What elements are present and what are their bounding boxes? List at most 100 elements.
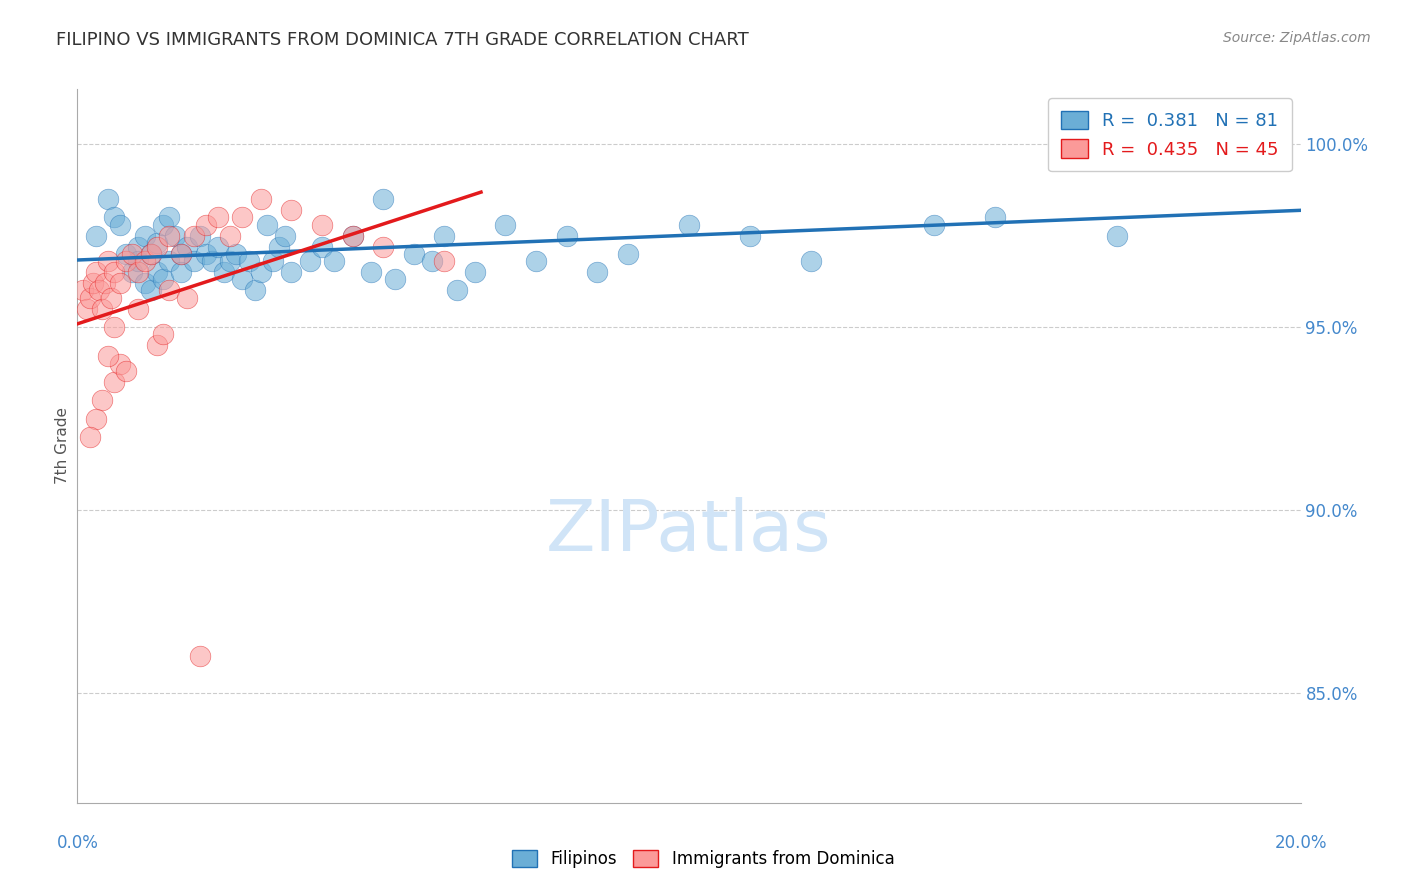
Point [225, 247, 247, 261]
Point [176, 239, 198, 253]
Point [90, 393, 112, 408]
Text: ZIPatlas: ZIPatlas [546, 497, 832, 566]
Point [201, 254, 224, 268]
Point [371, 239, 394, 253]
Point [280, 202, 302, 217]
Point [250, 192, 273, 206]
Y-axis label: 7th Grade: 7th Grade [55, 408, 70, 484]
Point [231, 211, 253, 225]
Point [371, 192, 394, 206]
Point [146, 235, 169, 250]
Point [194, 247, 217, 261]
Point [97, 192, 120, 206]
Point [524, 254, 547, 268]
Point [128, 254, 150, 268]
Point [139, 284, 162, 298]
Point [188, 649, 211, 664]
Point [207, 239, 229, 253]
Legend: Filipinos, Immigrants from Dominica: Filipinos, Immigrants from Dominica [505, 843, 901, 875]
Point [238, 254, 260, 268]
Point [262, 254, 284, 268]
Text: 0.0%: 0.0% [56, 834, 98, 852]
Point [134, 228, 156, 243]
Point [170, 247, 193, 261]
Point [207, 211, 229, 225]
Point [87, 284, 110, 298]
Point [464, 265, 486, 279]
Point [115, 254, 138, 268]
Point [128, 265, 150, 279]
Point [103, 320, 125, 334]
Point [231, 272, 253, 286]
Point [103, 265, 125, 279]
Point [139, 247, 162, 261]
Point [170, 265, 193, 279]
Point [274, 228, 297, 243]
Point [250, 265, 273, 279]
Point [79, 430, 101, 444]
Point [170, 247, 193, 261]
Point [128, 239, 150, 253]
Point [617, 247, 640, 261]
Point [183, 228, 205, 243]
Point [146, 239, 169, 253]
Point [100, 291, 122, 305]
Point [157, 254, 180, 268]
Point [678, 218, 700, 232]
Point [152, 327, 174, 342]
Point [84, 411, 107, 425]
Point [157, 228, 180, 243]
Point [84, 228, 107, 243]
Point [219, 228, 242, 243]
Point [115, 247, 138, 261]
Point [84, 265, 107, 279]
Point [97, 254, 120, 268]
Text: 20.0%: 20.0% [1274, 834, 1327, 852]
Point [342, 228, 364, 243]
Point [420, 254, 443, 268]
Point [342, 228, 364, 243]
Point [922, 218, 945, 232]
Point [76, 301, 98, 316]
Point [311, 239, 333, 253]
Point [134, 254, 156, 268]
Point [243, 284, 266, 298]
Point [360, 265, 382, 279]
Point [103, 375, 125, 389]
Point [134, 276, 156, 290]
Point [108, 357, 131, 371]
Point [402, 247, 425, 261]
Point [586, 265, 609, 279]
Point [555, 228, 578, 243]
Point [121, 247, 143, 261]
Point [384, 272, 406, 286]
Point [72, 284, 94, 298]
Point [740, 228, 762, 243]
Point [139, 247, 162, 261]
Point [165, 228, 187, 243]
Point [108, 218, 131, 232]
Point [108, 276, 131, 290]
Point [152, 218, 174, 232]
Point [183, 254, 205, 268]
Text: Source: ZipAtlas.com: Source: ZipAtlas.com [1223, 31, 1371, 45]
Point [79, 291, 101, 305]
Legend: R =  0.381   N = 81, R =  0.435   N = 45: R = 0.381 N = 81, R = 0.435 N = 45 [1049, 98, 1292, 171]
Point [219, 254, 242, 268]
Point [800, 254, 823, 268]
Point [495, 218, 517, 232]
Point [82, 276, 104, 290]
Point [433, 228, 456, 243]
Point [1107, 228, 1129, 243]
Point [157, 211, 180, 225]
Point [121, 265, 143, 279]
Point [323, 254, 346, 268]
Point [157, 284, 180, 298]
Point [97, 349, 120, 363]
Point [94, 276, 117, 290]
Point [146, 338, 169, 352]
Point [280, 265, 302, 279]
Point [446, 284, 468, 298]
Point [128, 301, 150, 316]
Point [176, 291, 198, 305]
